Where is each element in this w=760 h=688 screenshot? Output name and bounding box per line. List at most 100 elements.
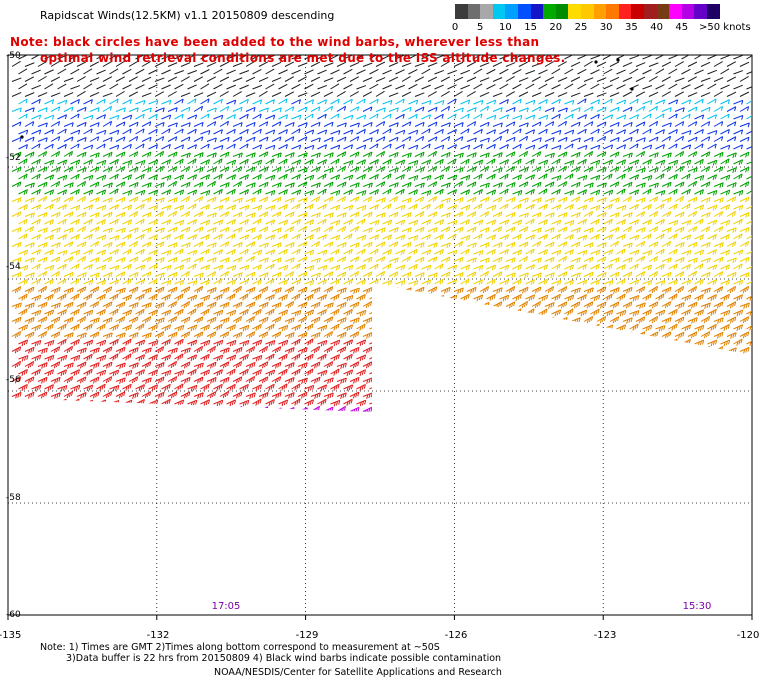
- barb-staff: [207, 181, 216, 186]
- wind-barb: [389, 242, 398, 247]
- wind-barb: [389, 228, 398, 233]
- wind-barb: [175, 220, 184, 225]
- wind-barb: [292, 160, 301, 165]
- wind-barb: [597, 93, 606, 97]
- wind-barb: [467, 91, 476, 96]
- barb-staff: [441, 166, 450, 171]
- barb-staff: [435, 101, 444, 104]
- barb-staff: [311, 197, 320, 202]
- barb-staff: [25, 226, 34, 231]
- wind-barb: [292, 249, 301, 254]
- wind-barb: [110, 99, 119, 104]
- barb-staff: [266, 190, 275, 194]
- barb-staff: [383, 114, 392, 119]
- barb-staff: [617, 174, 626, 179]
- wind-barb: [201, 69, 210, 74]
- wind-barb: [402, 137, 411, 142]
- wind-barb: [246, 167, 255, 172]
- barb-staff: [662, 92, 671, 97]
- wind-barb: [428, 196, 437, 201]
- wind-barb: [58, 235, 67, 240]
- wind-barb: [604, 160, 613, 165]
- wind-barb: [136, 219, 145, 224]
- wind-barb: [591, 84, 600, 89]
- wind-barb: [584, 211, 593, 216]
- wind-barb: [545, 153, 554, 158]
- wind-barb: [604, 174, 613, 179]
- wind-barb: [500, 204, 509, 209]
- wind-barb: [311, 107, 320, 112]
- barb-staff: [357, 219, 366, 224]
- wind-barb: [350, 226, 359, 231]
- barb-staff: [32, 144, 41, 149]
- wind-barb: [656, 219, 665, 224]
- barb-staff: [103, 106, 112, 111]
- wind-barb: [227, 160, 236, 165]
- barb-staff: [461, 70, 470, 74]
- wind-barb: [539, 70, 548, 74]
- wind-barb: [649, 197, 658, 202]
- wind-barb: [84, 129, 93, 134]
- barb-staff: [181, 153, 190, 157]
- wind-barb: [259, 137, 268, 141]
- wind-barb: [77, 91, 86, 96]
- wind-barb: [591, 160, 600, 165]
- wind-barb: [714, 211, 723, 216]
- wind-barb: [142, 228, 151, 233]
- wind-barb: [519, 136, 528, 141]
- barb-staff: [422, 85, 431, 89]
- wind-barb: [188, 85, 197, 89]
- wind-barb: [584, 167, 593, 172]
- wind-barb: [669, 55, 678, 59]
- wind-barb: [409, 235, 418, 240]
- barb-staff: [636, 241, 645, 246]
- contamination-note: Note: black circles have been added to t…: [10, 34, 570, 66]
- wind-barb: [552, 220, 561, 225]
- wind-barb: [344, 99, 353, 104]
- wind-barb: [266, 100, 275, 104]
- barb-staff: [175, 99, 184, 104]
- barb-staff: [201, 191, 210, 194]
- wind-barb: [240, 249, 249, 254]
- wind-barb: [51, 151, 60, 156]
- wind-barb: [545, 138, 554, 142]
- barb-staff: [688, 152, 697, 157]
- wind-barb: [675, 151, 684, 156]
- barb-staff: [357, 206, 366, 209]
- wind-barb: [363, 78, 372, 82]
- wind-barb: [435, 70, 444, 74]
- wind-barb: [474, 189, 483, 194]
- barb-staff: [97, 205, 106, 209]
- barb-staff: [636, 63, 645, 67]
- barb-staff: [584, 93, 593, 96]
- wind-barb: [623, 182, 632, 187]
- wind-barb: [103, 228, 112, 233]
- wind-barb: [558, 77, 567, 81]
- wind-barb: [168, 108, 177, 112]
- barb-staff: [565, 84, 574, 89]
- barb-staff: [747, 85, 756, 89]
- barb-staff: [155, 211, 164, 216]
- wind-barb: [467, 167, 476, 172]
- wind-barb: [337, 226, 346, 231]
- wind-barb: [682, 69, 691, 74]
- wind-barb: [688, 168, 697, 173]
- barb-staff: [643, 234, 652, 239]
- barb-staff: [747, 114, 756, 119]
- barb-staff: [500, 189, 509, 194]
- wind-barb: [233, 181, 242, 186]
- wind-barb: [688, 93, 697, 97]
- wind-barb: [487, 235, 496, 240]
- wind-barb: [506, 227, 515, 232]
- barb-staff: [71, 86, 80, 89]
- barb-staff: [695, 175, 704, 179]
- barb-staff: [194, 197, 203, 202]
- wind-barb: [701, 227, 710, 232]
- wind-barb: [84, 175, 93, 180]
- wind-barb: [51, 107, 60, 112]
- wind-barb: [357, 99, 366, 104]
- wind-barb: [305, 204, 314, 209]
- barb-staff: [162, 176, 171, 179]
- wind-barb: [84, 205, 93, 210]
- wind-barb: [662, 92, 671, 97]
